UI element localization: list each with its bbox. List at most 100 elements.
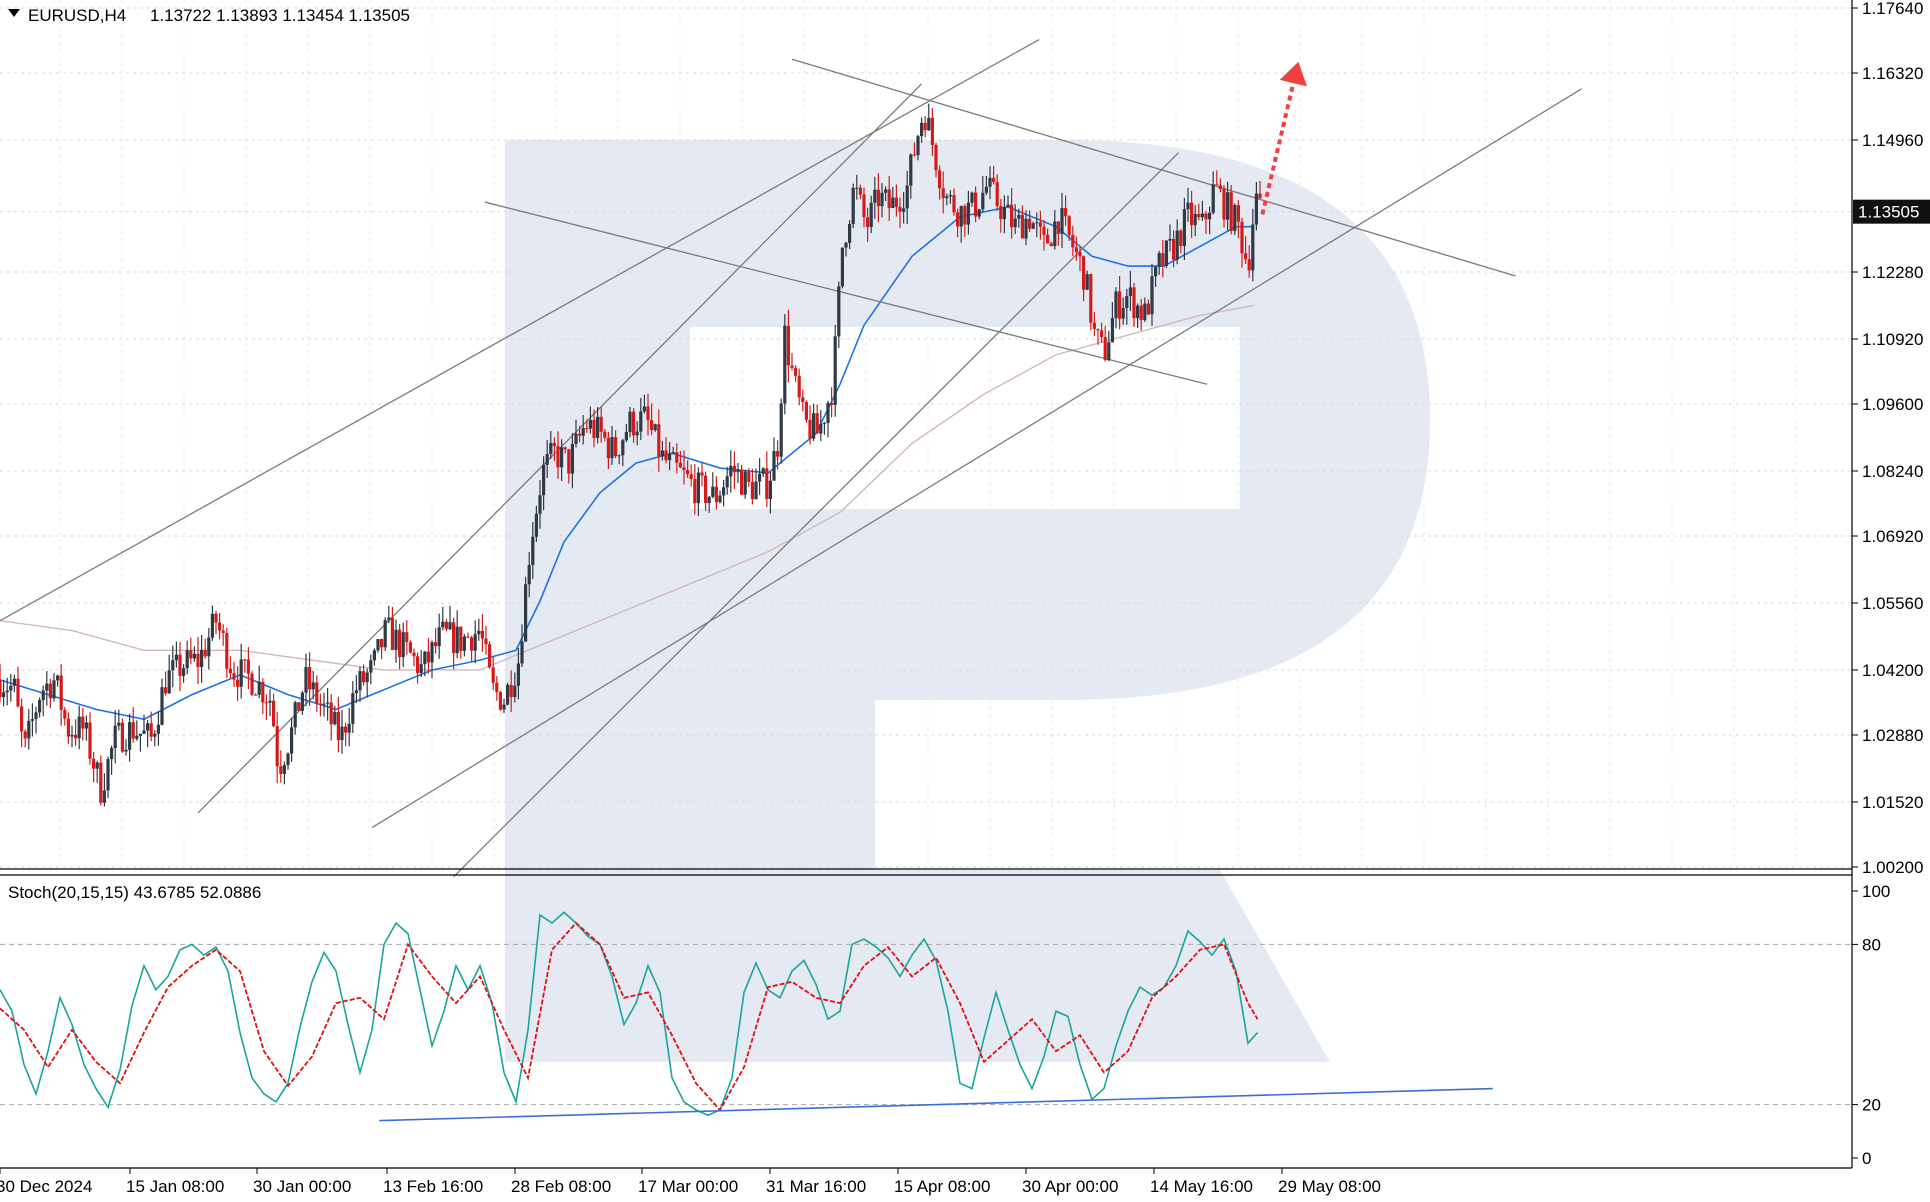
bull-candle [1233,205,1237,231]
bull-candle [34,712,38,720]
bull-candle [560,447,564,468]
bull-candle [1254,193,1258,225]
bear-candle [1049,243,1053,247]
bull-candle [549,442,553,455]
bull-candle [473,634,477,651]
bull-candle [128,722,132,750]
bear-candle [898,206,902,212]
bull-candle [52,680,56,699]
bear-candle [700,472,704,476]
bear-candle [765,468,769,500]
bull-candle [441,621,445,628]
bull-candle [38,700,42,713]
bear-candle [693,479,697,504]
bull-candle [347,723,351,733]
bull-candle [635,431,639,436]
bear-candle [804,402,808,420]
bear-candle [606,437,610,459]
bull-candle [300,692,304,711]
forecast-arrow [1260,61,1307,215]
bull-candle [617,455,621,457]
bull-candle [1208,212,1212,220]
stoch-trendline [379,1087,1493,1122]
bear-candle [678,462,682,468]
current-price-label: 1.13505 [1858,203,1919,222]
current-price-badge: 1.13505 [1853,199,1930,224]
bear-candle [261,681,265,703]
bear-candle [801,397,805,403]
bull-candle [502,704,506,710]
bull-candle [437,627,441,647]
bull-candle [534,513,538,537]
bull-candle [1085,274,1089,290]
bear-candle [1258,193,1262,199]
bull-candle [754,481,758,500]
bull-candle [927,117,931,131]
bull-candle [387,617,391,621]
bull-candle [110,748,114,760]
bull-candle [401,632,405,657]
collapse-triangle-icon[interactable] [8,9,20,17]
trendline [0,38,1040,622]
bull-candle [725,476,729,488]
bear-candle [923,122,927,131]
price-grid [0,0,1852,868]
bear-candle [92,758,96,769]
bull-candle [138,733,142,736]
bull-candle [27,720,31,739]
bear-candle [563,447,567,450]
bear-candle [592,419,596,438]
bear-candle [509,684,513,698]
bull-candle [185,650,189,669]
bear-candle [225,632,229,669]
bull-candle [333,712,337,725]
bear-candle [1096,329,1100,331]
bull-candle [268,700,272,703]
bull-candle [743,471,747,495]
bull-candle [9,685,13,691]
price-axis: 1.17640 1.16320 1.14960 1.12280 1.10920 1.096… [1852,0,1923,877]
bull-candle [1,692,6,698]
bull-candle [873,189,877,203]
bull-candle [84,722,88,729]
bull-candle [106,759,110,791]
bear-candle [275,726,279,767]
bear-candle [315,682,319,704]
bear-candle [1247,259,1251,271]
bear-candle [995,182,999,207]
bear-candle [1179,230,1183,246]
bear-candle [704,475,708,504]
bear-candle [747,471,751,483]
bear-candle [585,428,589,430]
bear-candle [714,486,718,503]
trendline [484,201,1208,385]
bear-candle [578,433,582,436]
bear-candle [786,325,790,366]
bear-candle [336,712,340,741]
bull-candle [884,189,888,193]
bear-candle [48,683,52,699]
bear-candle [1118,291,1122,319]
bear-candle [344,726,348,733]
bear-candle [390,617,394,650]
stoch-tick-label: 100 [1862,882,1890,901]
bear-candle [740,469,744,495]
bull-candle [200,649,204,667]
bear-candle [495,682,499,693]
bear-candle [398,629,402,657]
bull-candle [945,196,949,199]
bull-candle [135,735,139,739]
bear-candle [59,675,63,710]
bear-candle [1020,214,1024,239]
price-tick-label: 1.05560 [1862,594,1923,613]
bull-candle [1114,291,1118,319]
bull-candle [869,202,873,227]
bull-candle [192,653,196,659]
symbol-label: EURUSD,H4 [28,6,126,25]
bull-candle [70,734,74,737]
bull-candle [45,683,49,691]
bull-candle [524,584,528,642]
bear-candle [120,722,124,752]
bear-candle [380,639,384,648]
